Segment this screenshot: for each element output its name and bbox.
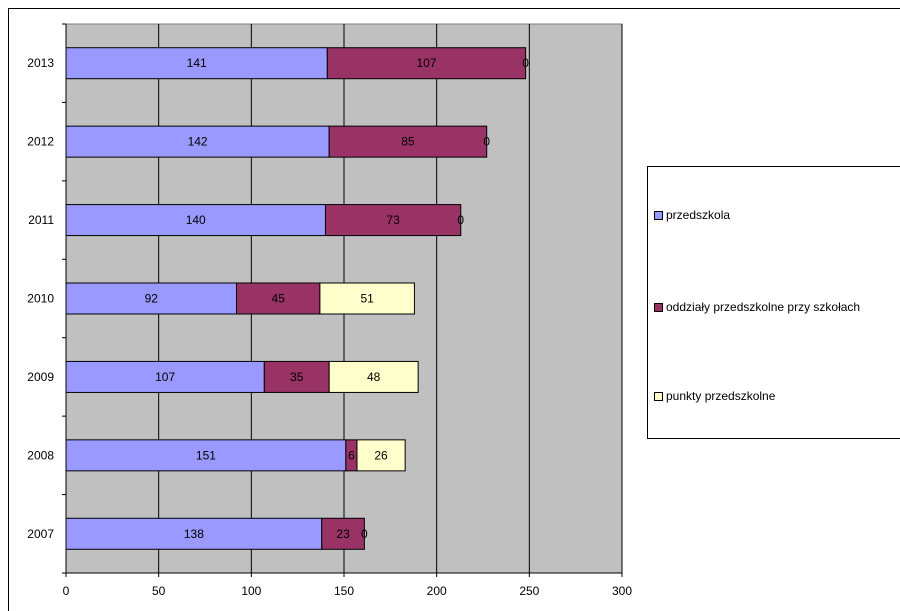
data-label-2012-series-2: 0 <box>483 135 490 149</box>
bar-2009-series-1 <box>263 360 330 393</box>
y-tick-label-2010: 2010 <box>27 292 54 306</box>
y-tick-label-2011: 2011 <box>28 213 54 227</box>
data-label-2010-series-0: 92 <box>145 292 159 306</box>
data-label-2009-series-2: 48 <box>367 370 381 384</box>
bar-2012-series-0 <box>65 125 330 158</box>
data-label-2012-series-1: 85 <box>401 135 415 149</box>
legend: przedszkola oddziały przedszkolne przy s… <box>647 166 900 439</box>
data-label-2007-series-0: 138 <box>184 527 204 541</box>
data-label-2007-series-1: 23 <box>336 527 350 541</box>
data-label-2009-series-1: 35 <box>290 370 304 384</box>
data-label-2010-series-1: 45 <box>272 292 286 306</box>
x-tick-label-150: 150 <box>334 584 354 598</box>
data-label-2008-series-2: 26 <box>374 448 388 462</box>
legend-item-przedszkola: przedszkola <box>654 208 730 222</box>
y-tick-label-2013: 2013 <box>27 56 54 70</box>
bar-2011-series-0 <box>65 204 326 237</box>
legend-label-przedszkola: przedszkola <box>666 208 731 222</box>
x-tick-label-100: 100 <box>241 584 261 598</box>
bar-2010-series-1 <box>236 282 321 315</box>
legend-item-oddzialy: oddziały przedszkolne przy szkołach <box>654 300 860 314</box>
bar-2010-series-0 <box>65 282 238 315</box>
legend-swatch-punkty <box>654 391 663 401</box>
bar-2011-series-1 <box>324 204 462 237</box>
bar-2009-series-2 <box>328 360 419 393</box>
y-tick-label-2008: 2008 <box>27 448 54 462</box>
bar-2007-series-1 <box>321 517 365 550</box>
legend-swatch-przedszkola <box>654 210 663 220</box>
data-label-2009-series-0: 107 <box>155 370 175 384</box>
x-tick-label-200: 200 <box>427 584 447 598</box>
data-label-2013-series-0: 141 <box>187 56 207 70</box>
x-tick-label-50: 50 <box>152 584 166 598</box>
data-label-2011-series-2: 0 <box>457 213 464 227</box>
y-tick-label-2007: 2007 <box>27 527 54 541</box>
data-label-2011-series-0: 140 <box>186 213 206 227</box>
x-tick-label-300: 300 <box>612 584 632 598</box>
data-label-2010-series-2: 51 <box>360 292 374 306</box>
x-tick-label-250: 250 <box>519 584 539 598</box>
legend-label-oddzialy: oddziały przedszkolne przy szkołach <box>666 300 861 314</box>
data-label-2007-series-2: 0 <box>361 527 368 541</box>
x-tick-label-0: 0 <box>63 584 70 598</box>
y-tick-label-2009: 2009 <box>27 370 54 384</box>
bar-2008-series-0 <box>65 439 347 472</box>
legend-label-punkty: punkty przedszkolne <box>666 389 776 403</box>
data-label-2008-series-0: 151 <box>196 448 216 462</box>
data-label-2011-series-1: 73 <box>386 213 400 227</box>
data-label-2013-series-1: 107 <box>416 56 436 70</box>
legend-item-punkty: punkty przedszkolne <box>654 389 775 403</box>
bar-2008-series-2 <box>356 439 406 472</box>
data-label-2008-series-1: 6 <box>348 448 355 462</box>
bar-2007-series-0 <box>65 517 323 550</box>
bar-2009-series-0 <box>65 360 265 393</box>
bar-2010-series-2 <box>319 282 415 315</box>
data-label-2013-series-2: 0 <box>522 56 529 70</box>
bar-2013-series-1 <box>326 47 527 80</box>
bar-2012-series-1 <box>328 125 488 158</box>
data-label-2012-series-0: 142 <box>188 135 208 149</box>
y-tick-label-2012: 2012 <box>27 135 54 149</box>
legend-swatch-oddzialy <box>654 302 663 312</box>
